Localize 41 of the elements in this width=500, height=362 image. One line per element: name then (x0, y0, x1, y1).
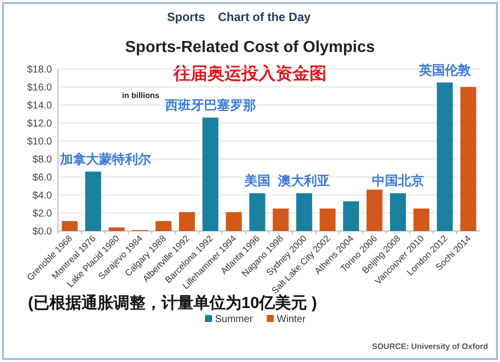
y-tick-label: $8.0 (32, 154, 52, 166)
source-note: SOURCE: University of Oxford (372, 342, 488, 351)
y-tick-label: $14.0 (26, 100, 52, 112)
bar (413, 208, 430, 231)
annotation: 中国北京 (372, 173, 424, 188)
annotation: 西班牙巴塞罗那 (164, 98, 256, 113)
text: (已根据通胀调整，计量单位为10亿美元 ) (28, 293, 317, 312)
y-tick-label: $12.0 (26, 118, 52, 130)
bar (226, 212, 242, 231)
annotation: 美国 (243, 173, 270, 188)
bar (296, 193, 312, 231)
text: Sports (166, 10, 206, 24)
bar (272, 208, 289, 231)
y-tick-label: $18.0 (26, 64, 52, 76)
bar (366, 190, 382, 231)
bar (108, 227, 125, 231)
legend-label: Summer (215, 314, 254, 325)
bar (460, 87, 476, 231)
y-tick-label: $16.0 (26, 82, 52, 94)
legend-label: Winter (276, 314, 306, 325)
bar (249, 193, 266, 231)
bar (62, 221, 78, 231)
chart-title: Sports-Related Cost of Olympics (125, 39, 376, 56)
text: Chart of the Day (218, 10, 312, 24)
bar (85, 172, 102, 231)
annotation: in billions (122, 91, 160, 100)
annotation: 加拿大蒙特利尔 (59, 152, 152, 167)
annotation: 澳大利亚 (277, 173, 330, 188)
bar (320, 208, 336, 231)
y-tick-label: $10.0 (26, 136, 52, 148)
y-tick-label: $4.0 (32, 190, 52, 202)
y-tick-label: $2.0 (32, 208, 52, 220)
y-tick-label: $0.0 (32, 226, 52, 238)
y-tick-label: $6.0 (32, 172, 52, 184)
annotation: 英国伦敦 (418, 62, 472, 78)
bar (178, 212, 195, 231)
bar (343, 201, 360, 231)
bar (202, 118, 218, 231)
bar (436, 82, 453, 231)
bar (156, 221, 172, 231)
bar (390, 193, 406, 231)
